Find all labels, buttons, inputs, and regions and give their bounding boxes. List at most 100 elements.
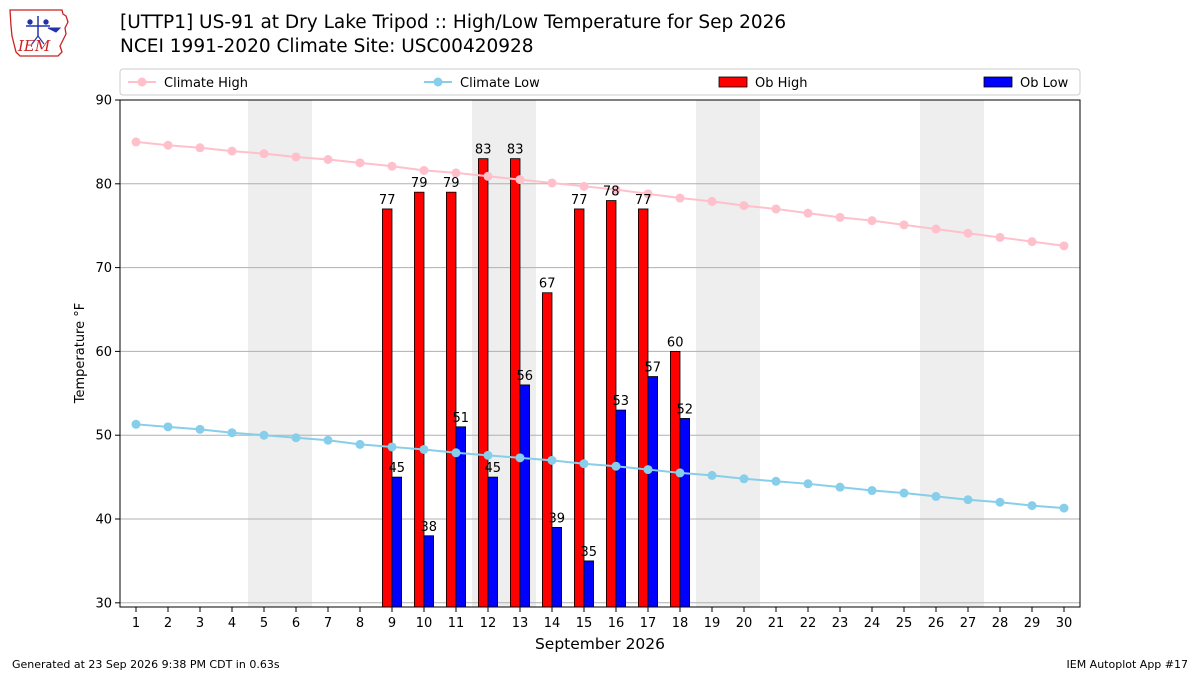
climate-low-point <box>739 474 749 484</box>
y-tick-label: 30 <box>95 596 112 611</box>
ob-low-bar <box>487 476 499 608</box>
iem-logo: IEM <box>8 6 72 60</box>
y-axis-label: Temperature °F <box>73 303 88 404</box>
climate-high-point <box>131 137 141 147</box>
x-tick-label: 5 <box>260 616 268 631</box>
climate-low-point <box>131 419 141 429</box>
ob-high-bar-label: 77 <box>635 193 652 208</box>
weekend-band <box>248 100 312 607</box>
climate-high-point <box>515 175 525 185</box>
climate-low-point <box>515 453 525 463</box>
climate-low-point <box>643 465 653 475</box>
ob-high-bar-label: 83 <box>507 143 524 158</box>
climate-high-point <box>419 165 429 175</box>
climate-low-point <box>483 450 493 460</box>
legend-swatch <box>983 76 1013 88</box>
climate-high-point <box>931 224 941 234</box>
climate-low-point <box>579 459 589 469</box>
climate-low-point <box>675 468 685 478</box>
x-axis-label: September 2026 <box>535 635 665 653</box>
weekend-band <box>920 100 984 607</box>
climate-high-point <box>579 181 589 191</box>
climate-low-point <box>611 461 621 471</box>
climate-high-point <box>355 158 365 168</box>
climate-high-point <box>163 140 173 150</box>
x-tick-label: 21 <box>768 616 785 631</box>
legend-label: Ob High <box>755 76 808 91</box>
x-tick-label: 15 <box>576 616 593 631</box>
ob-low-bar <box>551 526 563 608</box>
ob-low-bar-label: 52 <box>677 402 694 417</box>
x-tick-label: 3 <box>196 616 204 631</box>
ob-high-bar <box>670 351 681 608</box>
ob-low-bar <box>679 418 691 608</box>
ob-high-bar-label: 83 <box>475 143 492 158</box>
y-tick-label: 90 <box>95 94 112 109</box>
ob-high-bar <box>638 208 649 608</box>
climate-high-point <box>1027 237 1037 247</box>
legend-label: Climate High <box>164 76 248 91</box>
ob-high-bar-label: 67 <box>539 277 556 292</box>
climate-high-point <box>803 208 813 218</box>
ob-high-bar <box>542 292 553 608</box>
y-tick-label: 80 <box>95 177 112 192</box>
ob-high-bar-label: 60 <box>667 335 684 350</box>
x-tick-label: 17 <box>640 616 657 631</box>
legend-swatch-marker <box>433 77 443 87</box>
plot-frame <box>119 99 1081 608</box>
ob-low-bar-label: 53 <box>613 394 630 409</box>
ob-low-bar <box>391 476 403 608</box>
climate-low-point <box>771 476 781 486</box>
legend-box <box>119 68 1081 96</box>
climate-low-point <box>867 486 877 496</box>
climate-low-point <box>1059 503 1069 513</box>
climate-low-point <box>451 448 461 458</box>
legend: Climate High Climate Low Ob High Ob Low <box>119 68 1081 96</box>
climate-low-point <box>323 435 333 445</box>
iowa-state-outline <box>9 9 69 57</box>
footer-generated: Generated at 23 Sep 2026 9:38 PM CDT in … <box>12 658 280 671</box>
ob-low-bar-label: 56 <box>517 369 534 384</box>
x-tick-label: 11 <box>448 616 465 631</box>
footer-app: IEM Autoplot App #17 <box>1066 658 1189 671</box>
climate-low-point <box>419 444 429 454</box>
x-tick-label: 24 <box>864 616 881 631</box>
ob-low-bar-label: 35 <box>581 545 598 560</box>
climate-low-point <box>707 470 717 480</box>
x-tick-label: 28 <box>992 616 1009 631</box>
ob-high-bar <box>477 158 489 608</box>
x-tick-label: 19 <box>704 616 721 631</box>
ob-low-bar <box>583 560 595 608</box>
y-tick-label: 60 <box>95 345 112 360</box>
legend-label: Climate Low <box>460 76 540 91</box>
climate-high-point <box>227 146 237 156</box>
climate-high-point <box>483 171 493 181</box>
ob-low-bar <box>423 535 435 608</box>
climate-low-point <box>931 491 941 501</box>
logo-text: IEM <box>17 37 51 55</box>
ob-high-bar-label: 77 <box>379 193 396 208</box>
x-tick-label: 1 <box>132 616 140 631</box>
climate-high-point <box>611 185 621 195</box>
legend-swatch-marker <box>137 77 147 87</box>
climate-high-line <box>135 140 1065 247</box>
ob-low-bar-label: 45 <box>389 461 406 476</box>
weekend-band <box>696 100 760 607</box>
x-tick-label: 13 <box>512 616 529 631</box>
x-tick-label: 20 <box>736 616 753 631</box>
climate-low-point <box>355 439 365 449</box>
x-tick-label: 26 <box>928 616 945 631</box>
ob-high-bar-label: 79 <box>411 176 428 191</box>
climate-low-point <box>195 424 205 434</box>
ob-high-bar <box>381 208 393 608</box>
climate-high-point <box>323 154 333 164</box>
climate-low-point <box>963 495 973 505</box>
x-tick-label: 30 <box>1056 616 1073 631</box>
ob-high-bar-label: 78 <box>603 185 620 200</box>
climate-high-point <box>1059 241 1069 251</box>
x-tick-label: 14 <box>544 616 561 631</box>
climate-high-point <box>771 204 781 214</box>
climate-high-point <box>547 178 557 188</box>
climate-high-point <box>995 232 1005 242</box>
